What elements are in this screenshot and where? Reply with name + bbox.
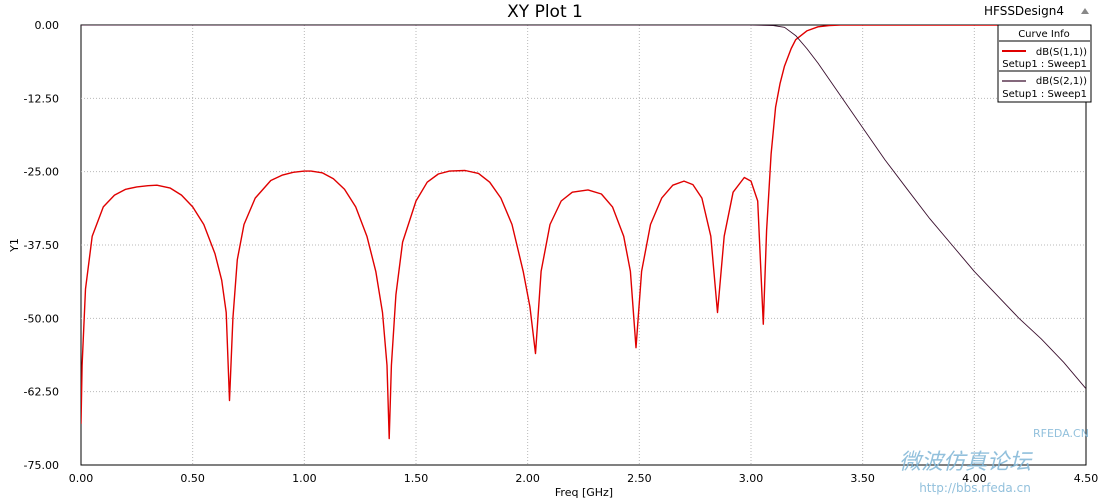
legend-entry-s21-setup: Setup1 : Sweep1 bbox=[1002, 89, 1087, 100]
y-tick-label: 0.00 bbox=[35, 19, 60, 32]
legend-entry-s21-name: dB(S(2,1)) bbox=[1036, 76, 1087, 87]
series-s11-line[interactable] bbox=[81, 25, 1086, 440]
x-tick-label: 3.00 bbox=[739, 472, 764, 485]
y-tick-label: -37.50 bbox=[24, 239, 59, 252]
y-tick-label: -12.50 bbox=[24, 92, 59, 105]
design-name: HFSSDesign4 bbox=[984, 4, 1064, 18]
plot-title: XY Plot 1 bbox=[507, 2, 583, 22]
legend-box bbox=[997, 24, 1092, 103]
legend-title: Curve Info bbox=[1018, 29, 1070, 40]
legend[interactable]: Curve Info dB(S(1,1)) Setup1 : Sweep1 dB… bbox=[997, 24, 1092, 103]
tick-layer: 0.00 0.50 1.00 1.50 2.00 2.50 3.00 3.50 4.00 4.50… bbox=[24, 19, 1099, 485]
watermark-brand: RFEDA.CN bbox=[1033, 427, 1089, 440]
x-axis-label: Freq [GHz] bbox=[555, 486, 613, 499]
y-tick-label: -25.00 bbox=[24, 166, 59, 179]
x-tick-label: 0.00 bbox=[69, 472, 94, 485]
x-tick-label: 4.00 bbox=[962, 472, 987, 485]
x-tick-label: 1.50 bbox=[404, 472, 429, 485]
y-tick-label: -62.50 bbox=[24, 386, 59, 399]
watermark: RFEDA.CN 微波仿真论坛 http://bbs.rfeda.cn bbox=[899, 427, 1089, 495]
legend-entry-s11-setup: Setup1 : Sweep1 bbox=[1002, 59, 1087, 70]
x-tick-label: 4.50 bbox=[1074, 472, 1099, 485]
watermark-cn-text: 微波仿真论坛 bbox=[899, 450, 1033, 475]
y-tick-label: -75.00 bbox=[24, 459, 59, 472]
y-axis-label: Y1 bbox=[8, 238, 21, 253]
x-tick-label: 1.00 bbox=[292, 472, 317, 485]
sort-marker-icon bbox=[1081, 8, 1089, 14]
watermark-url: http://bbs.rfeda.cn bbox=[919, 481, 1031, 495]
x-tick-label: 2.50 bbox=[627, 472, 652, 485]
x-tick-label: 0.50 bbox=[180, 472, 205, 485]
series-s21-line[interactable] bbox=[81, 25, 1086, 389]
x-tick-label: 2.00 bbox=[515, 472, 540, 485]
y-tick-label: -50.00 bbox=[24, 312, 59, 325]
legend-entry-s11-name: dB(S(1,1)) bbox=[1036, 47, 1087, 58]
grid-layer bbox=[81, 25, 1086, 465]
curve-layer bbox=[81, 25, 1086, 440]
x-tick-label: 3.50 bbox=[850, 472, 875, 485]
